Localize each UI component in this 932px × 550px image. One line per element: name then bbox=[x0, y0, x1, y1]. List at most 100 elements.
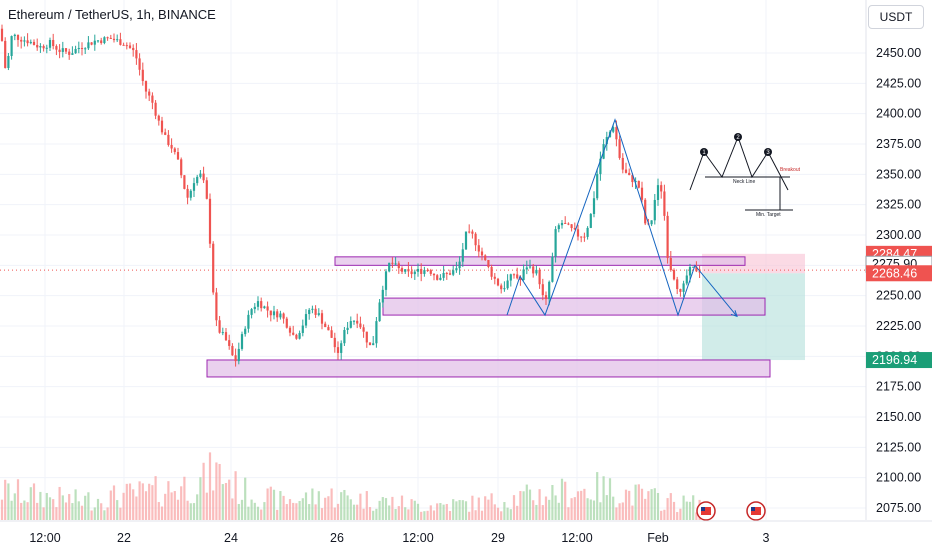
volume-bar bbox=[109, 490, 112, 520]
candle-body bbox=[45, 47, 48, 49]
candle-body bbox=[596, 174, 599, 199]
time-tick-label: Feb bbox=[647, 531, 669, 545]
candle-body bbox=[205, 180, 208, 199]
volume-bar bbox=[586, 498, 589, 520]
candle-body bbox=[461, 249, 464, 262]
candle-body bbox=[640, 187, 644, 200]
volume-bar bbox=[112, 485, 116, 520]
candle-body bbox=[314, 308, 317, 315]
candle-body bbox=[106, 37, 109, 39]
currency-button[interactable]: USDT bbox=[868, 5, 924, 29]
candle-body bbox=[26, 40, 29, 44]
candle-body bbox=[13, 34, 16, 37]
volume-bar bbox=[295, 503, 298, 520]
volume-bar bbox=[400, 495, 404, 520]
volume-bar bbox=[317, 491, 320, 520]
volume-bar bbox=[116, 500, 119, 520]
volume-bar bbox=[551, 485, 554, 520]
candle-body bbox=[263, 306, 266, 309]
candle-body bbox=[157, 115, 160, 121]
volume-bar bbox=[503, 502, 506, 520]
candle-body bbox=[346, 327, 349, 330]
candle-body bbox=[500, 285, 503, 290]
volume-bar bbox=[343, 489, 346, 520]
candle-body bbox=[477, 245, 480, 252]
pattern-arrow-head bbox=[730, 310, 738, 318]
candle-body bbox=[679, 289, 682, 292]
volume-bar bbox=[612, 496, 615, 520]
legend-point-dot bbox=[700, 148, 708, 156]
candle-body bbox=[567, 223, 570, 225]
volume-bar bbox=[541, 505, 544, 520]
candle-body bbox=[394, 263, 397, 265]
candle-body bbox=[266, 306, 269, 311]
volume-bar bbox=[20, 502, 23, 520]
volume-bar bbox=[125, 483, 128, 520]
lower-zone bbox=[206, 359, 771, 378]
volume-bar bbox=[263, 502, 266, 520]
candle-body bbox=[695, 266, 698, 272]
legend-breakout-label: Breakout bbox=[780, 167, 801, 173]
candle-body bbox=[624, 169, 628, 173]
candle-body bbox=[4, 40, 7, 68]
volume-bar bbox=[391, 496, 394, 520]
candle-body bbox=[90, 42, 93, 45]
candle-body bbox=[247, 314, 250, 329]
volume-bar bbox=[672, 501, 676, 520]
volume-bar bbox=[132, 489, 135, 520]
volume-bar bbox=[442, 504, 445, 520]
volume-bar bbox=[279, 491, 282, 520]
price-tick-label: 2300.00 bbox=[876, 228, 921, 242]
volume-bar bbox=[346, 495, 349, 520]
volume-bar bbox=[100, 503, 103, 520]
pattern-legend-diagram: 1 2 3 Breakout Neck Line Min. Target bbox=[689, 133, 801, 218]
volume-bar bbox=[692, 495, 695, 520]
candle-body bbox=[333, 337, 336, 348]
candle-body bbox=[391, 262, 394, 264]
volume-bar bbox=[650, 489, 653, 520]
volume-bar bbox=[13, 493, 16, 520]
candle-body bbox=[212, 243, 215, 293]
volume-bar bbox=[666, 498, 669, 520]
candle-body bbox=[272, 311, 276, 316]
candle-body bbox=[618, 139, 621, 158]
price-tag-entry bbox=[866, 265, 932, 282]
candle-body bbox=[292, 332, 295, 335]
volume-bar bbox=[180, 486, 183, 520]
volume-bar bbox=[189, 503, 192, 520]
volume-bar bbox=[532, 500, 535, 520]
volume-bar bbox=[688, 501, 692, 520]
candle-body bbox=[276, 311, 279, 318]
volume-bar bbox=[52, 499, 55, 520]
volume-bar bbox=[455, 501, 458, 520]
candle-body bbox=[589, 214, 592, 228]
volume-bar bbox=[301, 498, 304, 520]
volume-bar bbox=[368, 507, 372, 520]
volume-bar bbox=[282, 495, 285, 520]
price-tick-label: 2400.00 bbox=[876, 107, 921, 121]
candle-body bbox=[612, 127, 615, 132]
candle-body bbox=[151, 95, 154, 103]
candle-body bbox=[560, 222, 564, 226]
candle-body bbox=[253, 306, 256, 310]
candle-body bbox=[688, 267, 692, 276]
volume-bar bbox=[173, 491, 176, 520]
volume-bar bbox=[311, 488, 314, 520]
candle-body bbox=[93, 40, 96, 45]
candle-body bbox=[132, 47, 135, 51]
price-tick-label: 2225.00 bbox=[876, 319, 921, 333]
volume-bar bbox=[576, 491, 580, 520]
candle-body bbox=[119, 39, 122, 45]
volume-bar bbox=[525, 484, 528, 520]
candle-body bbox=[58, 49, 61, 52]
volume-bar bbox=[77, 501, 80, 520]
candle-body bbox=[240, 334, 244, 349]
volume-bar bbox=[516, 505, 519, 520]
volume-bar bbox=[285, 504, 288, 520]
volume-bar bbox=[660, 510, 663, 520]
volume-bar bbox=[676, 512, 679, 520]
volume-bar bbox=[560, 478, 564, 520]
volume-bar bbox=[29, 487, 32, 520]
